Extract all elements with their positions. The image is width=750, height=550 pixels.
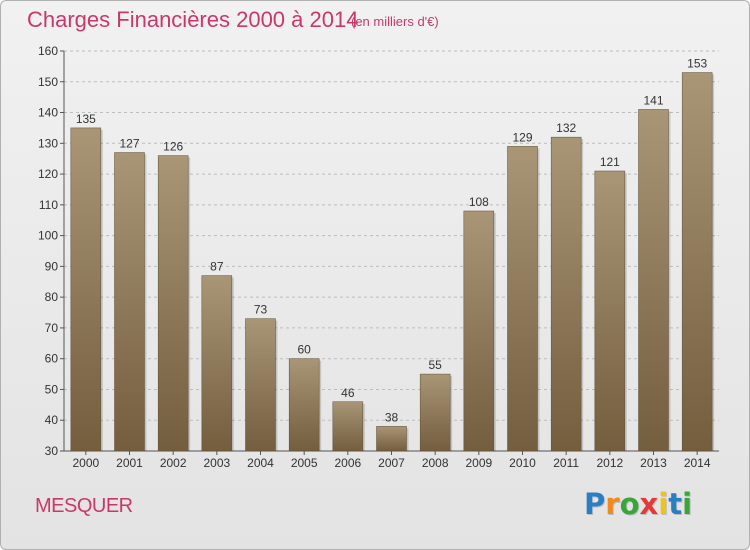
y-tick-label: 60	[45, 352, 59, 366]
x-tick-label: 2010	[509, 456, 536, 470]
data-label: 60	[297, 343, 311, 357]
bar	[70, 127, 102, 452]
bar	[201, 275, 233, 452]
x-tick-label: 2001	[116, 456, 143, 470]
data-label: 153	[687, 57, 707, 71]
x-tick-label: 2000	[72, 456, 99, 470]
y-tick-label: 30	[45, 444, 59, 458]
bar	[507, 146, 538, 452]
x-tick-label: 2004	[247, 456, 274, 470]
bar	[550, 136, 582, 452]
x-tick-label: 2002	[160, 456, 187, 470]
x-tick-label: 2009	[465, 456, 492, 470]
bar	[463, 210, 495, 452]
data-label: 46	[341, 386, 355, 400]
logo-letter: i	[658, 487, 669, 521]
data-label: 135	[76, 112, 96, 126]
y-tick-label: 140	[38, 106, 58, 120]
logo-letter: x	[639, 487, 659, 521]
bar	[594, 170, 626, 452]
data-label: 73	[254, 303, 268, 317]
proxiti-logo: Proxiti	[584, 487, 692, 521]
data-label: 129	[512, 130, 532, 144]
logo-letter: t	[668, 487, 683, 521]
logo-letter: P	[584, 487, 606, 521]
logo-letter: r	[605, 487, 620, 521]
y-tick-label: 120	[38, 167, 58, 181]
y-tick-label: 70	[45, 321, 59, 335]
bar	[157, 155, 189, 452]
logo-letter: i	[682, 487, 693, 521]
bar	[681, 72, 713, 452]
bar	[638, 109, 669, 452]
y-tick-label: 40	[45, 413, 59, 427]
logo-letter: o	[619, 487, 640, 521]
y-tick-label: 150	[38, 75, 58, 89]
y-tick-label: 80	[45, 290, 59, 304]
y-tick-label: 90	[45, 259, 59, 273]
commune-name: MESQUER	[35, 495, 133, 517]
x-tick-label: 2013	[640, 456, 667, 470]
data-label: 127	[119, 137, 139, 151]
data-label: 55	[428, 358, 442, 372]
y-tick-label: 130	[38, 136, 58, 150]
data-label: 87	[210, 260, 224, 274]
data-label: 132	[556, 121, 576, 135]
bar	[419, 373, 451, 452]
data-label: 126	[163, 140, 183, 154]
data-label: 121	[600, 155, 620, 169]
bar	[288, 358, 320, 452]
x-tick-label: 2006	[334, 456, 361, 470]
data-label: 108	[469, 195, 489, 209]
x-tick-label: 2005	[291, 456, 318, 470]
data-label: 141	[643, 93, 663, 107]
x-tick-label: 2008	[422, 456, 449, 470]
bar	[114, 152, 145, 452]
chart-subtitle: (en milliers d'€)	[351, 14, 439, 29]
y-tick-label: 50	[45, 382, 59, 396]
y-tick-label: 110	[39, 198, 58, 212]
x-tick-label: 2014	[684, 456, 711, 470]
data-label: 38	[385, 410, 399, 424]
bar	[332, 401, 364, 452]
x-tick-label: 2003	[203, 456, 230, 470]
y-tick-label: 100	[38, 229, 58, 243]
x-tick-label: 2012	[596, 456, 623, 470]
x-tick-label: 2011	[553, 456, 579, 470]
bar	[376, 426, 407, 452]
y-tick-label: 160	[38, 44, 58, 58]
x-tick-label: 2007	[378, 456, 405, 470]
bar	[245, 318, 276, 452]
chart-title: Charges Financières 2000 à 2014	[27, 7, 359, 32]
